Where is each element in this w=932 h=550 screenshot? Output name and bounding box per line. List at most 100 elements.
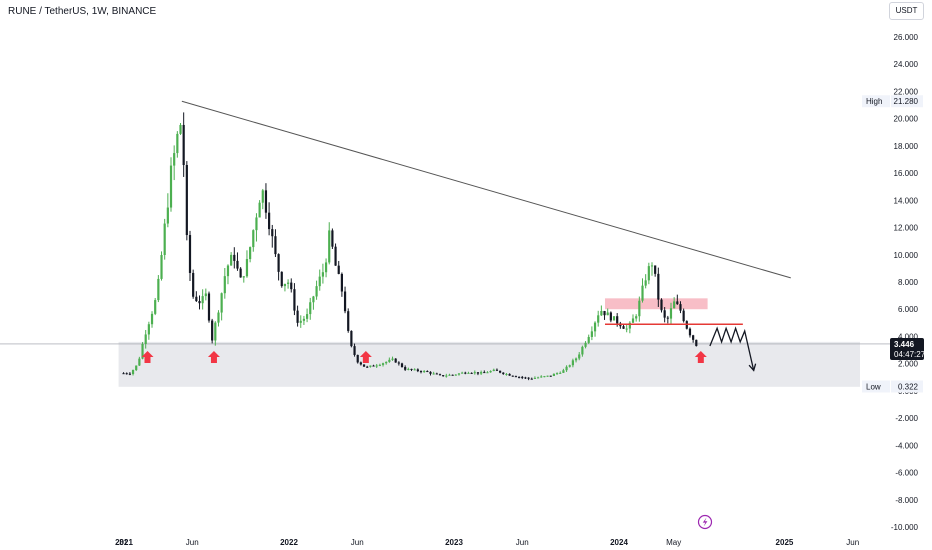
candle-body: [201, 296, 204, 304]
low-tag-value-bg: [891, 380, 923, 393]
events-icon[interactable]: [697, 514, 713, 530]
high-tag-value-bg: [891, 95, 923, 108]
candle-body: [495, 369, 499, 371]
candle-body: [217, 312, 220, 323]
price-tick-label: 16.000: [894, 169, 919, 178]
candle-body: [483, 372, 486, 374]
candle-body: [514, 376, 518, 378]
candle-body: [312, 296, 315, 303]
candle-body: [163, 223, 166, 256]
candle-body: [264, 190, 268, 213]
price-tick-label: 12.000: [894, 224, 919, 233]
candle-body: [590, 331, 593, 337]
candle-body: [198, 301, 201, 304]
candle-body: [188, 235, 192, 273]
candle-body: [461, 372, 464, 374]
candle-body: [426, 371, 429, 373]
candle-body: [476, 372, 480, 374]
candle-body: [245, 259, 249, 277]
candle-body: [688, 328, 692, 336]
candle-body: [378, 364, 381, 366]
candle-body: [606, 312, 609, 316]
candle-body: [521, 376, 524, 378]
candle-body: [350, 330, 353, 347]
candle-body: [166, 207, 169, 224]
candle-body: [242, 276, 245, 278]
candle-body: [593, 322, 597, 332]
candle-body: [122, 373, 125, 375]
resistance-zone: [604, 298, 708, 310]
candle-body: [185, 165, 188, 236]
candle-body: [530, 378, 533, 380]
time-tick-label: 2023: [445, 538, 463, 547]
candle-body: [160, 255, 163, 279]
time-tick-label: Jun: [846, 538, 859, 547]
price-tick-label: 8.000: [898, 278, 919, 287]
candle-body: [435, 373, 438, 375]
candle-body: [324, 262, 328, 273]
price-tick-label: 14.000: [894, 196, 919, 205]
price-tick-label: 18.000: [894, 142, 919, 151]
candle-body: [290, 282, 293, 290]
candle-body: [641, 285, 644, 301]
candle-body: [135, 365, 138, 371]
candle-body: [296, 310, 299, 323]
price-tick-label: -8.000: [895, 496, 918, 505]
candle-body: [144, 334, 147, 344]
time-tick-label: Jun: [351, 538, 364, 547]
candle-body: [635, 316, 638, 319]
candle-body: [207, 293, 211, 321]
candle-body: [429, 371, 432, 374]
candle-body: [204, 293, 207, 297]
candle-body: [372, 365, 375, 367]
bar-countdown: 04:47:27: [894, 350, 926, 359]
candle-body: [356, 354, 359, 363]
up-arrow-marker: [207, 351, 220, 363]
candle-body: [169, 165, 173, 208]
low-tag-label: Low: [866, 383, 881, 392]
candle-body: [666, 317, 669, 319]
projected-path: [709, 326, 755, 371]
candle-body: [274, 236, 277, 255]
candle-body: [445, 375, 448, 377]
price-axis[interactable]: 26.000 24.000 22.000 20.000 18.000 16.000 14.0…: [891, 33, 919, 532]
up-arrow-marker: [141, 351, 154, 363]
candle-body: [432, 373, 435, 375]
price-tick-label: 10.000: [894, 251, 919, 260]
high-tag: High 21.280: [862, 95, 923, 108]
candle-body: [277, 254, 280, 272]
candle-body: [305, 314, 309, 319]
candle-body: [581, 346, 584, 355]
candle-body: [669, 308, 673, 319]
candle-body: [612, 316, 616, 321]
candle-body: [340, 273, 343, 292]
candle-body: [223, 276, 226, 294]
chart-title: RUNE / TetherUS, 1W, BINANCE: [8, 6, 157, 17]
candle-body: [451, 374, 454, 376]
high-tag-value: 21.280: [894, 97, 919, 106]
candle-body: [638, 300, 641, 317]
candle-body: [407, 368, 410, 370]
candle-body: [369, 365, 372, 367]
candle-body: [413, 369, 416, 371]
candle-body: [574, 358, 578, 361]
up-arrow-marker: [359, 351, 372, 363]
support-zone: [118, 341, 861, 387]
candle-body: [309, 302, 312, 315]
candle-body: [182, 124, 185, 166]
time-tick-label: May: [666, 538, 681, 547]
candle-body: [321, 272, 325, 277]
candle-body: [473, 372, 476, 374]
candle-body: [125, 373, 128, 375]
currency-selector[interactable]: USDT: [889, 2, 924, 20]
candle-body: [533, 377, 537, 379]
candle-body: [549, 375, 552, 377]
price-tick-label: 24.000: [894, 60, 919, 69]
candle-body: [568, 365, 571, 367]
candle-body: [540, 376, 543, 378]
candle-body: [261, 190, 264, 203]
candle-body: [397, 362, 400, 364]
